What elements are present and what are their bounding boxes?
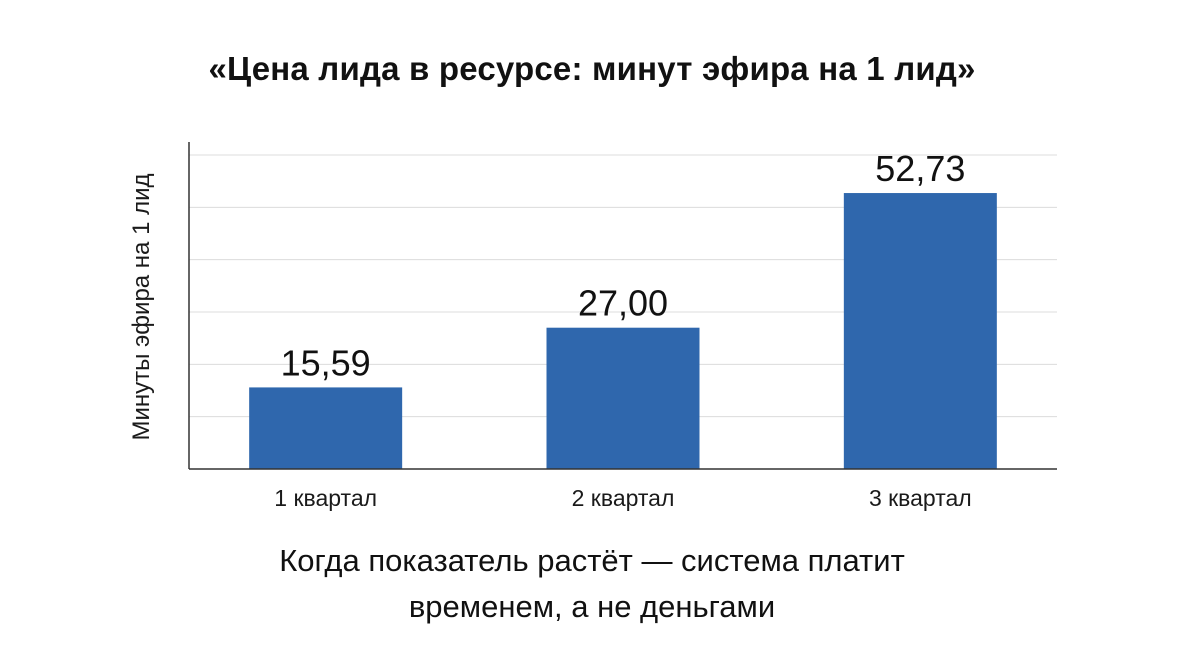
- x-tick-label-2: 2 квартал: [572, 485, 675, 511]
- caption-line-2: временем, а не деньгами: [408, 589, 776, 624]
- data-labels: 15,59 27,00 52,73: [281, 148, 966, 383]
- bar-3: [843, 193, 997, 469]
- chart-caption: Когда показатель растёт — система платит…: [0, 538, 1184, 630]
- data-label-1: 15,59: [281, 342, 371, 383]
- data-label-2: 27,00: [578, 283, 668, 324]
- x-tick-label-3: 3 квартал: [869, 485, 972, 511]
- chart-title: «Цена лида в ресурсе: минут эфира на 1 л…: [208, 50, 976, 87]
- data-label-3: 52,73: [875, 148, 965, 189]
- bars: [249, 193, 997, 469]
- y-axis-label: Минуты эфира на 1 лид: [128, 173, 155, 440]
- x-tick-labels: 1 квартал 2 квартал 3 квартал: [274, 485, 971, 511]
- caption-line-1: Когда показатель растёт — система платит: [279, 543, 905, 578]
- x-tick-label-1: 1 квартал: [274, 485, 377, 511]
- bar-1: [249, 387, 403, 469]
- bar-chart: 15,59 27,00 52,73 1 квартал 2 квартал 3 квар…: [128, 142, 1057, 511]
- bar-2: [546, 327, 700, 469]
